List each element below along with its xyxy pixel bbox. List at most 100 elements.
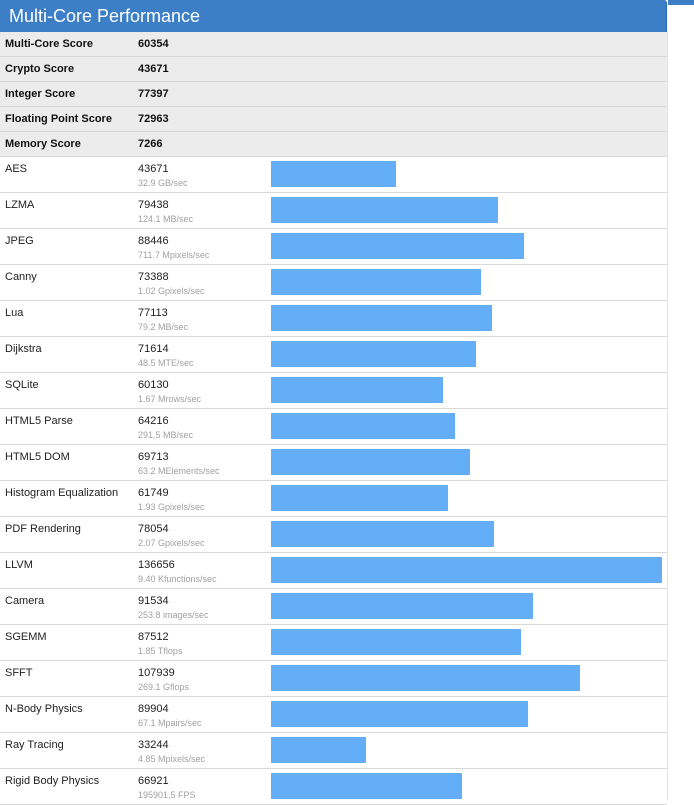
summary-row-multi-core: Multi-Core Score 60354 [0,32,667,57]
benchmark-name: PDF Rendering [5,523,81,535]
benchmark-row: Histogram Equalization 61749 1.93 Gpixels/… [0,481,667,517]
benchmark-row: LLVM 136656 9.40 Kfunctions/sec [0,553,667,589]
summary-label: Floating Point Score [5,113,112,125]
header-accent-strip [668,0,694,5]
benchmark-row: HTML5 Parse 64216 291.5 MB/sec [0,409,667,445]
summary-row-crypto: Crypto Score 43671 [0,57,667,82]
benchmark-row: Canny 73388 1.02 Gpixels/sec [0,265,667,301]
benchmark-bar [271,485,448,511]
benchmark-row: Rigid Body Physics 66921 195901.5 FPS [0,769,667,805]
benchmark-name: SGEMM [5,631,47,643]
benchmark-bar [271,161,396,187]
benchmark-score: 73388 [138,271,169,283]
benchmark-score: 33244 [138,739,169,751]
benchmark-score: 64216 [138,415,169,427]
benchmark-bar [271,557,662,583]
benchmark-rate: 1.93 Gpixels/sec [138,502,205,512]
benchmark-rate: 2.07 Gpixels/sec [138,538,205,548]
benchmark-row: LZMA 79438 124.1 MB/sec [0,193,667,229]
benchmark-rate: 1.67 Mrows/sec [138,394,202,404]
benchmark-name: HTML5 DOM [5,451,70,463]
summary-row-integer: Integer Score 77397 [0,82,667,107]
benchmark-score: 43671 [138,163,169,175]
summary-label: Multi-Core Score [5,38,94,50]
benchmark-name: Canny [5,271,37,283]
benchmark-row: PDF Rendering 78054 2.07 Gpixels/sec [0,517,667,553]
benchmark-rate: 711.7 Mpixels/sec [138,250,210,260]
benchmark-bar [271,449,470,475]
benchmark-bar [271,521,494,547]
benchmark-score: 88446 [138,235,169,247]
benchmark-name: Rigid Body Physics [5,775,100,787]
benchmark-rate: 124.1 MB/sec [138,214,194,224]
benchmark-bar [271,269,481,295]
benchmark-rate: 1.02 Gpixels/sec [138,286,205,296]
benchmark-row: Ray Tracing 33244 4.85 Mpixels/sec [0,733,667,769]
benchmark-bar [271,593,533,619]
benchmark-bar [271,665,580,691]
panel-title: Multi-Core Performance [0,0,667,32]
benchmark-name: JPEG [5,235,34,247]
benchmark-score: 71614 [138,343,169,355]
benchmark-score: 91534 [138,595,169,607]
benchmark-rate: 79.2 MB/sec [138,322,189,332]
benchmark-rate: 48.5 MTE/sec [138,358,194,368]
benchmark-name: Histogram Equalization [5,487,119,499]
benchmark-score: 87512 [138,631,169,643]
benchmark-name: N-Body Physics [5,703,83,715]
benchmark-row: N-Body Physics 89904 67.1 Mpairs/sec [0,697,667,733]
benchmark-bar [271,701,528,727]
benchmark-name: SQLite [5,379,39,391]
benchmark-name: Ray Tracing [5,739,64,751]
benchmark-score: 66921 [138,775,169,787]
benchmark-name: HTML5 Parse [5,415,73,427]
summary-label: Crypto Score [5,63,75,75]
benchmark-bar [271,341,476,367]
benchmark-row: Dijkstra 71614 48.5 MTE/sec [0,337,667,373]
benchmark-rate: 269.1 Gflops [138,682,190,692]
benchmark-rate: 291.5 MB/sec [138,430,194,440]
benchmark-score: 77113 [138,307,168,319]
benchmark-score: 107939 [138,667,175,679]
benchmark-row: Lua 77113 79.2 MB/sec [0,301,667,337]
benchmark-score: 79438 [138,199,169,211]
benchmark-bar [271,629,521,655]
summary-row-floating-point: Floating Point Score 72963 [0,107,667,132]
benchmark-rate: 32.9 GB/sec [138,178,188,188]
summary-label: Memory Score [5,138,81,150]
benchmark-row: Camera 91534 253.8 images/sec [0,589,667,625]
benchmark-bar [271,377,443,403]
benchmark-rate: 1.85 Tflops [138,646,183,656]
multi-core-panel: Multi-Core Performance Multi-Core Score … [0,0,667,805]
benchmark-rate: 9.40 Kfunctions/sec [138,574,217,584]
benchmark-row: JPEG 88446 711.7 Mpixels/sec [0,229,667,265]
benchmark-rate: 67.1 Mpairs/sec [138,718,202,728]
benchmark-row: AES 43671 32.9 GB/sec [0,157,667,193]
benchmark-rate: 195901.5 FPS [138,790,196,800]
benchmark-name: Lua [5,307,24,319]
benchmark-rate: 4.85 Mpixels/sec [138,754,206,764]
benchmark-row: SFFT 107939 269.1 Gflops [0,661,667,697]
benchmark-row: SQLite 60130 1.67 Mrows/sec [0,373,667,409]
summary-value: 7266 [138,138,163,150]
benchmark-list: AES 43671 32.9 GB/sec LZMA 79438 124.1 MB/sec… [0,157,667,805]
benchmark-row: SGEMM 87512 1.85 Tflops [0,625,667,661]
summary-value: 43671 [138,63,169,75]
benchmark-name: Dijkstra [5,343,42,355]
summary-value: 77397 [138,88,169,100]
panel-divider [667,32,668,800]
benchmark-score: 61749 [138,487,169,499]
summary-value: 72963 [138,113,169,125]
benchmark-name: SFFT [5,667,33,679]
benchmark-name: LLVM [5,559,33,571]
summary-row-memory: Memory Score 7266 [0,132,667,157]
benchmark-score: 78054 [138,523,169,535]
benchmark-bar [271,413,455,439]
benchmark-score: 89904 [138,703,169,715]
benchmark-rate: 63.2 MElements/sec [138,466,220,476]
benchmark-rate: 253.8 images/sec [138,610,209,620]
benchmark-score: 60130 [138,379,169,391]
summary-value: 60354 [138,38,169,50]
benchmark-name: Camera [5,595,45,607]
benchmark-name: AES [5,163,28,175]
